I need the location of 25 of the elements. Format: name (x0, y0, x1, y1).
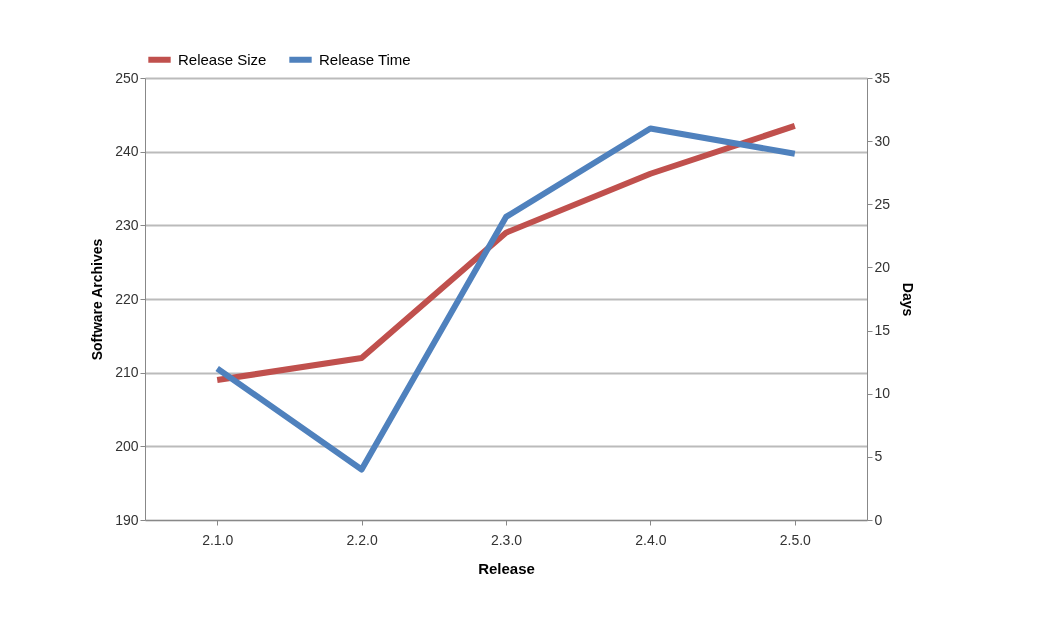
y-tick-label: 220 (115, 290, 139, 307)
x-tick-label: 2.2.0 (346, 531, 378, 548)
y2-tick-label: 0 (874, 511, 883, 528)
y2-tick-label: 25 (874, 195, 891, 212)
x-tick-label: 2.4.0 (635, 531, 667, 548)
x-axis-title: Release (478, 559, 535, 577)
y2-tick-label: 30 (874, 132, 891, 149)
y-axis-title: Software Archives (89, 238, 106, 361)
y2-tick-label: 20 (874, 258, 891, 275)
x-tick-label: 2.5.0 (779, 531, 812, 548)
y-tick-label: 250 (115, 69, 139, 86)
y-tick-label: 230 (115, 216, 139, 233)
x-tick-label: 2.1.0 (202, 531, 234, 548)
y2-tick-label: 15 (874, 322, 891, 339)
y2-axis-title: Days (900, 282, 917, 317)
legend-label: Release Size (178, 50, 267, 68)
y-tick-label: 240 (115, 143, 139, 160)
y-tick-label: 210 (115, 364, 139, 381)
legend-label: Release Time (319, 50, 411, 68)
y2-tick-label: 5 (874, 448, 883, 465)
y2-tick-label: 10 (874, 385, 891, 402)
x-tick-label: 2.3.0 (490, 531, 523, 548)
y-tick-label: 190 (115, 511, 139, 528)
y2-tick-label: 35 (874, 69, 891, 86)
y-tick-label: 200 (115, 437, 139, 454)
